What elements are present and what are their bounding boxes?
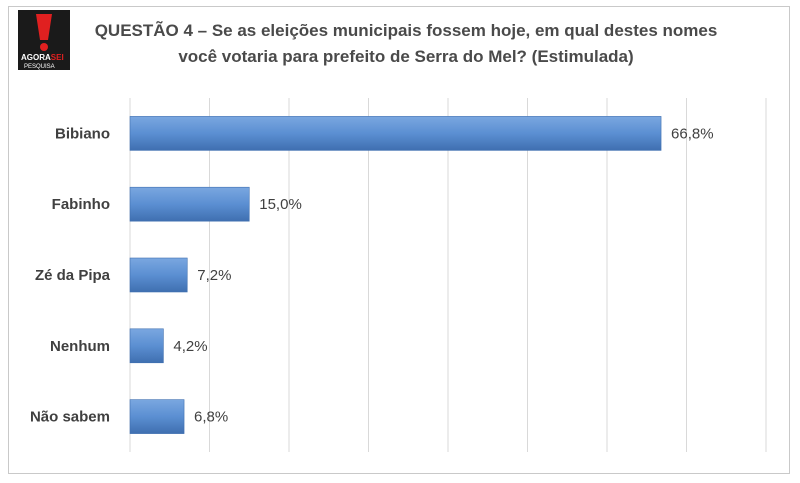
bar [129, 399, 185, 434]
value-label: 15,0% [259, 196, 302, 213]
bar [129, 328, 164, 364]
svg-text:AGORASEI: AGORASEI [21, 53, 64, 62]
chart-title: QUESTÃO 4 – Se as eleições municipais fo… [94, 21, 718, 66]
value-label: 7,2% [197, 267, 231, 284]
bar [129, 186, 250, 222]
chart-frame [8, 6, 790, 474]
category-label: Não sabem [30, 409, 110, 426]
agorasei-logo: AGORASEI PESQUISA [18, 10, 70, 70]
category-label: Nenhum [50, 338, 110, 355]
category-label: Zé da Pipa [35, 267, 111, 284]
bar [129, 116, 662, 151]
value-label: 4,2% [173, 338, 207, 355]
category-label: Bibiano [55, 125, 110, 142]
value-label: 66,8% [671, 125, 714, 142]
value-label: 6,8% [194, 409, 228, 426]
svg-text:PESQUISA: PESQUISA [24, 64, 55, 70]
category-label: Fabinho [52, 196, 110, 213]
bar [129, 257, 188, 293]
